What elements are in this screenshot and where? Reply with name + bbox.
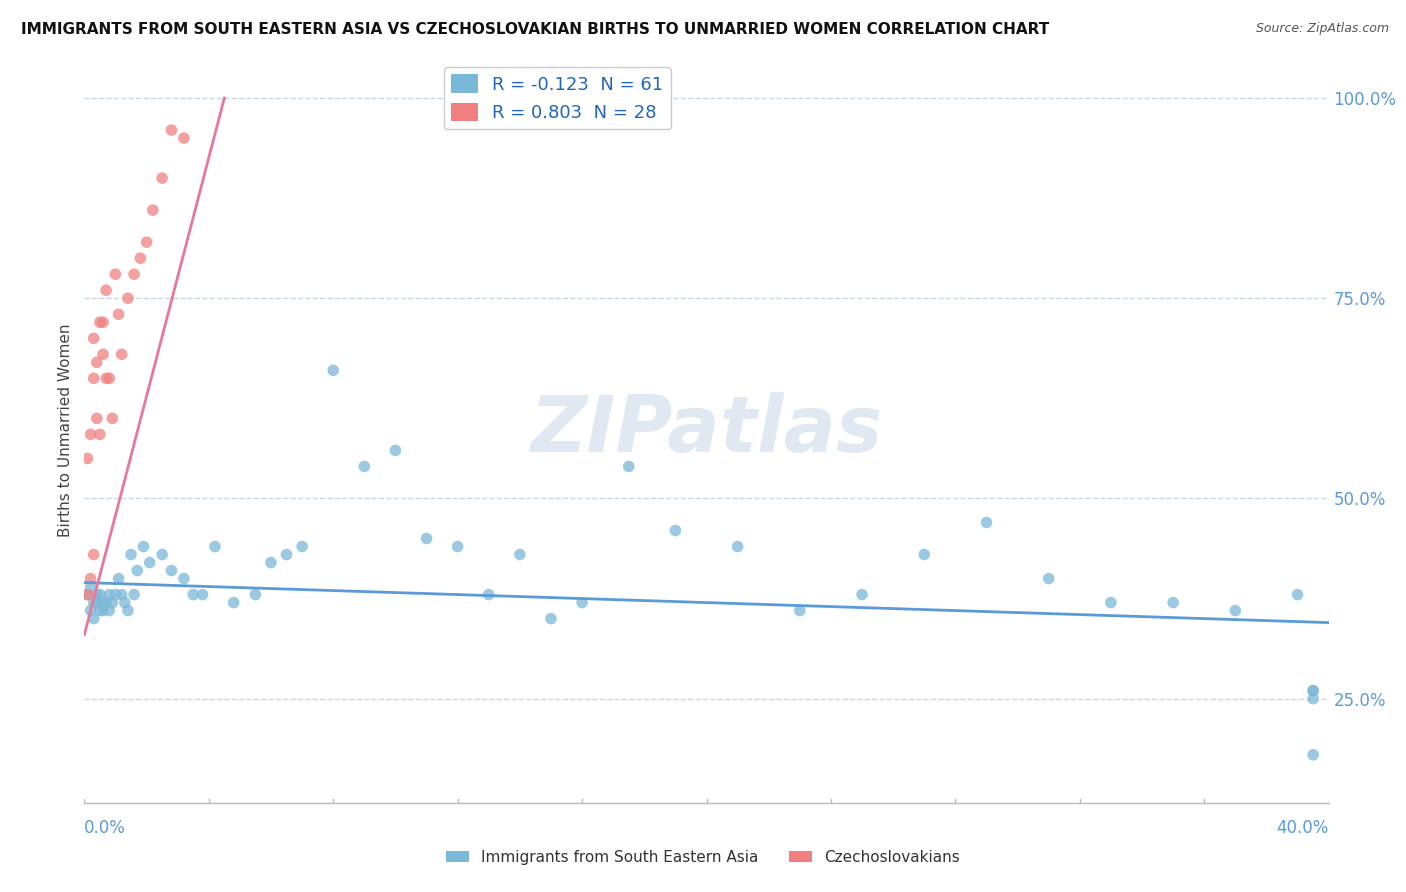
Point	[94, 283, 117, 297]
Point	[160, 564, 183, 578]
Point	[91, 604, 114, 618]
Point	[79, 427, 101, 442]
Point	[91, 596, 114, 610]
Point	[540, 611, 562, 625]
Point	[86, 588, 108, 602]
Point	[415, 532, 437, 546]
Point	[89, 427, 111, 442]
Point	[129, 251, 152, 265]
Point	[181, 588, 204, 602]
Point	[79, 580, 101, 594]
Point	[76, 588, 98, 602]
Point	[89, 604, 111, 618]
Point	[83, 596, 105, 610]
Point	[117, 604, 139, 618]
Point	[204, 540, 226, 554]
Point	[617, 459, 640, 474]
Text: 40.0%: 40.0%	[1277, 820, 1329, 838]
Point	[86, 411, 108, 425]
Point	[478, 588, 501, 602]
Y-axis label: Births to Unmarried Women: Births to Unmarried Women	[58, 324, 73, 537]
Point	[83, 331, 105, 345]
Point	[120, 548, 142, 562]
Legend: R = -0.123  N = 61, R = 0.803  N = 28: R = -0.123 N = 61, R = 0.803 N = 28	[444, 67, 671, 129]
Point	[291, 540, 314, 554]
Point	[160, 123, 183, 137]
Point	[98, 371, 121, 385]
Point	[851, 588, 873, 602]
Point	[122, 267, 145, 281]
Point	[89, 315, 111, 329]
Point	[1161, 596, 1184, 610]
Point	[509, 548, 531, 562]
Point	[101, 411, 124, 425]
Point	[912, 548, 935, 562]
Point	[322, 363, 344, 377]
Point	[89, 588, 111, 602]
Point	[114, 596, 136, 610]
Point	[1286, 588, 1309, 602]
Point	[245, 588, 267, 602]
Point	[91, 347, 114, 361]
Point	[1302, 691, 1324, 706]
Point	[111, 588, 134, 602]
Point	[122, 588, 145, 602]
Point	[150, 548, 173, 562]
Point	[117, 291, 139, 305]
Point	[107, 307, 129, 321]
Point	[104, 588, 127, 602]
Point	[1302, 683, 1324, 698]
Point	[1038, 572, 1060, 586]
Point	[83, 548, 105, 562]
Point	[664, 524, 686, 538]
Point	[142, 203, 165, 218]
Point	[1302, 747, 1324, 762]
Point	[276, 548, 298, 562]
Point	[135, 235, 157, 250]
Point	[789, 604, 811, 618]
Point	[1225, 604, 1247, 618]
Point	[1099, 596, 1122, 610]
Point	[384, 443, 406, 458]
Point	[91, 315, 114, 329]
Point	[173, 131, 195, 145]
Point	[98, 604, 121, 618]
Point	[132, 540, 155, 554]
Point	[571, 596, 593, 610]
Point	[107, 572, 129, 586]
Point	[94, 371, 117, 385]
Point	[138, 556, 160, 570]
Point	[447, 540, 470, 554]
Point	[94, 596, 117, 610]
Point	[79, 572, 101, 586]
Legend: Immigrants from South Eastern Asia, Czechoslovakians: Immigrants from South Eastern Asia, Czec…	[440, 844, 966, 871]
Point	[222, 596, 245, 610]
Point	[727, 540, 749, 554]
Point	[76, 588, 98, 602]
Point	[104, 267, 127, 281]
Point	[191, 588, 214, 602]
Point	[1302, 683, 1324, 698]
Point	[86, 355, 108, 369]
Point	[353, 459, 375, 474]
Text: 0.0%: 0.0%	[84, 820, 127, 838]
Point	[173, 572, 195, 586]
Text: ZIPatlas: ZIPatlas	[530, 392, 883, 468]
Point	[86, 596, 108, 610]
Point	[83, 611, 105, 625]
Point	[976, 516, 998, 530]
Point	[101, 596, 124, 610]
Text: Source: ZipAtlas.com: Source: ZipAtlas.com	[1256, 22, 1389, 36]
Point	[76, 451, 98, 466]
Point	[83, 371, 105, 385]
Point	[150, 171, 173, 186]
Point	[79, 604, 101, 618]
Text: IMMIGRANTS FROM SOUTH EASTERN ASIA VS CZECHOSLOVAKIAN BIRTHS TO UNMARRIED WOMEN : IMMIGRANTS FROM SOUTH EASTERN ASIA VS CZ…	[21, 22, 1049, 37]
Point	[260, 556, 283, 570]
Point	[127, 564, 149, 578]
Point	[111, 347, 134, 361]
Point	[98, 588, 121, 602]
